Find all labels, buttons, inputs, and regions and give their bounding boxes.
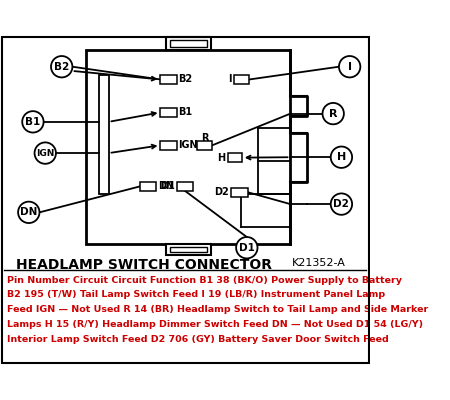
Text: D1: D1 <box>239 243 255 253</box>
Text: R: R <box>201 133 209 143</box>
Text: IGN: IGN <box>179 140 198 150</box>
Bar <box>161 108 177 117</box>
Bar <box>177 182 194 191</box>
Text: D2: D2 <box>214 187 229 197</box>
Text: D2: D2 <box>333 199 349 209</box>
Text: B2 195 (T/W) Tail Lamp Switch Feed I 19 (LB/R) Instrument Panel Lamp: B2 195 (T/W) Tail Lamp Switch Feed I 19 … <box>7 290 385 300</box>
Text: Lamps H 15 (R/Y) Headlamp Dimmer Switch Feed DN — Not Used D1 54 (LG/Y): Lamps H 15 (R/Y) Headlamp Dimmer Switch … <box>7 320 423 329</box>
Bar <box>170 40 207 47</box>
Text: HEADLAMP SWITCH CONNECTOR: HEADLAMP SWITCH CONNECTOR <box>16 258 272 272</box>
Bar <box>166 244 211 255</box>
Text: Interior Lamp Switch Feed D2 706 (GY) Battery Saver Door Switch Feed: Interior Lamp Switch Feed D2 706 (GY) Ba… <box>7 335 388 344</box>
Text: K21352-A: K21352-A <box>292 258 346 268</box>
Text: I: I <box>229 74 232 84</box>
Circle shape <box>323 103 344 124</box>
Text: IGN: IGN <box>36 149 54 158</box>
Bar <box>170 247 207 252</box>
Text: B1: B1 <box>179 107 193 117</box>
Bar <box>231 188 248 197</box>
Circle shape <box>331 194 352 215</box>
Text: B2: B2 <box>54 62 69 72</box>
Text: Feed IGN — Not Used R 14 (BR) Headlamp Switch to Tail Lamp and Side Marker: Feed IGN — Not Used R 14 (BR) Headlamp S… <box>7 305 428 314</box>
Text: B2: B2 <box>179 74 193 84</box>
Circle shape <box>339 56 360 78</box>
Text: H: H <box>337 152 346 162</box>
Text: DN: DN <box>20 207 37 217</box>
Bar <box>166 37 211 50</box>
Circle shape <box>35 142 56 164</box>
Bar <box>161 141 177 150</box>
Text: D1: D1 <box>160 182 175 192</box>
Text: B1: B1 <box>25 117 40 127</box>
Bar <box>99 75 108 194</box>
Text: DN: DN <box>158 182 174 192</box>
Circle shape <box>22 111 44 132</box>
Bar <box>140 182 156 191</box>
Bar <box>86 50 290 244</box>
Circle shape <box>236 237 257 258</box>
Text: I: I <box>348 62 351 72</box>
Text: R: R <box>329 109 338 119</box>
Bar <box>161 75 177 84</box>
Circle shape <box>331 146 352 168</box>
Bar <box>228 153 242 162</box>
Text: Pin Number Circuit Circuit Function B1 38 (BK/O) Power Supply to Battery: Pin Number Circuit Circuit Function B1 3… <box>7 276 401 285</box>
Text: H: H <box>217 153 225 163</box>
Bar <box>198 141 212 150</box>
Bar <box>234 75 249 84</box>
Circle shape <box>18 202 40 223</box>
Circle shape <box>51 56 72 78</box>
